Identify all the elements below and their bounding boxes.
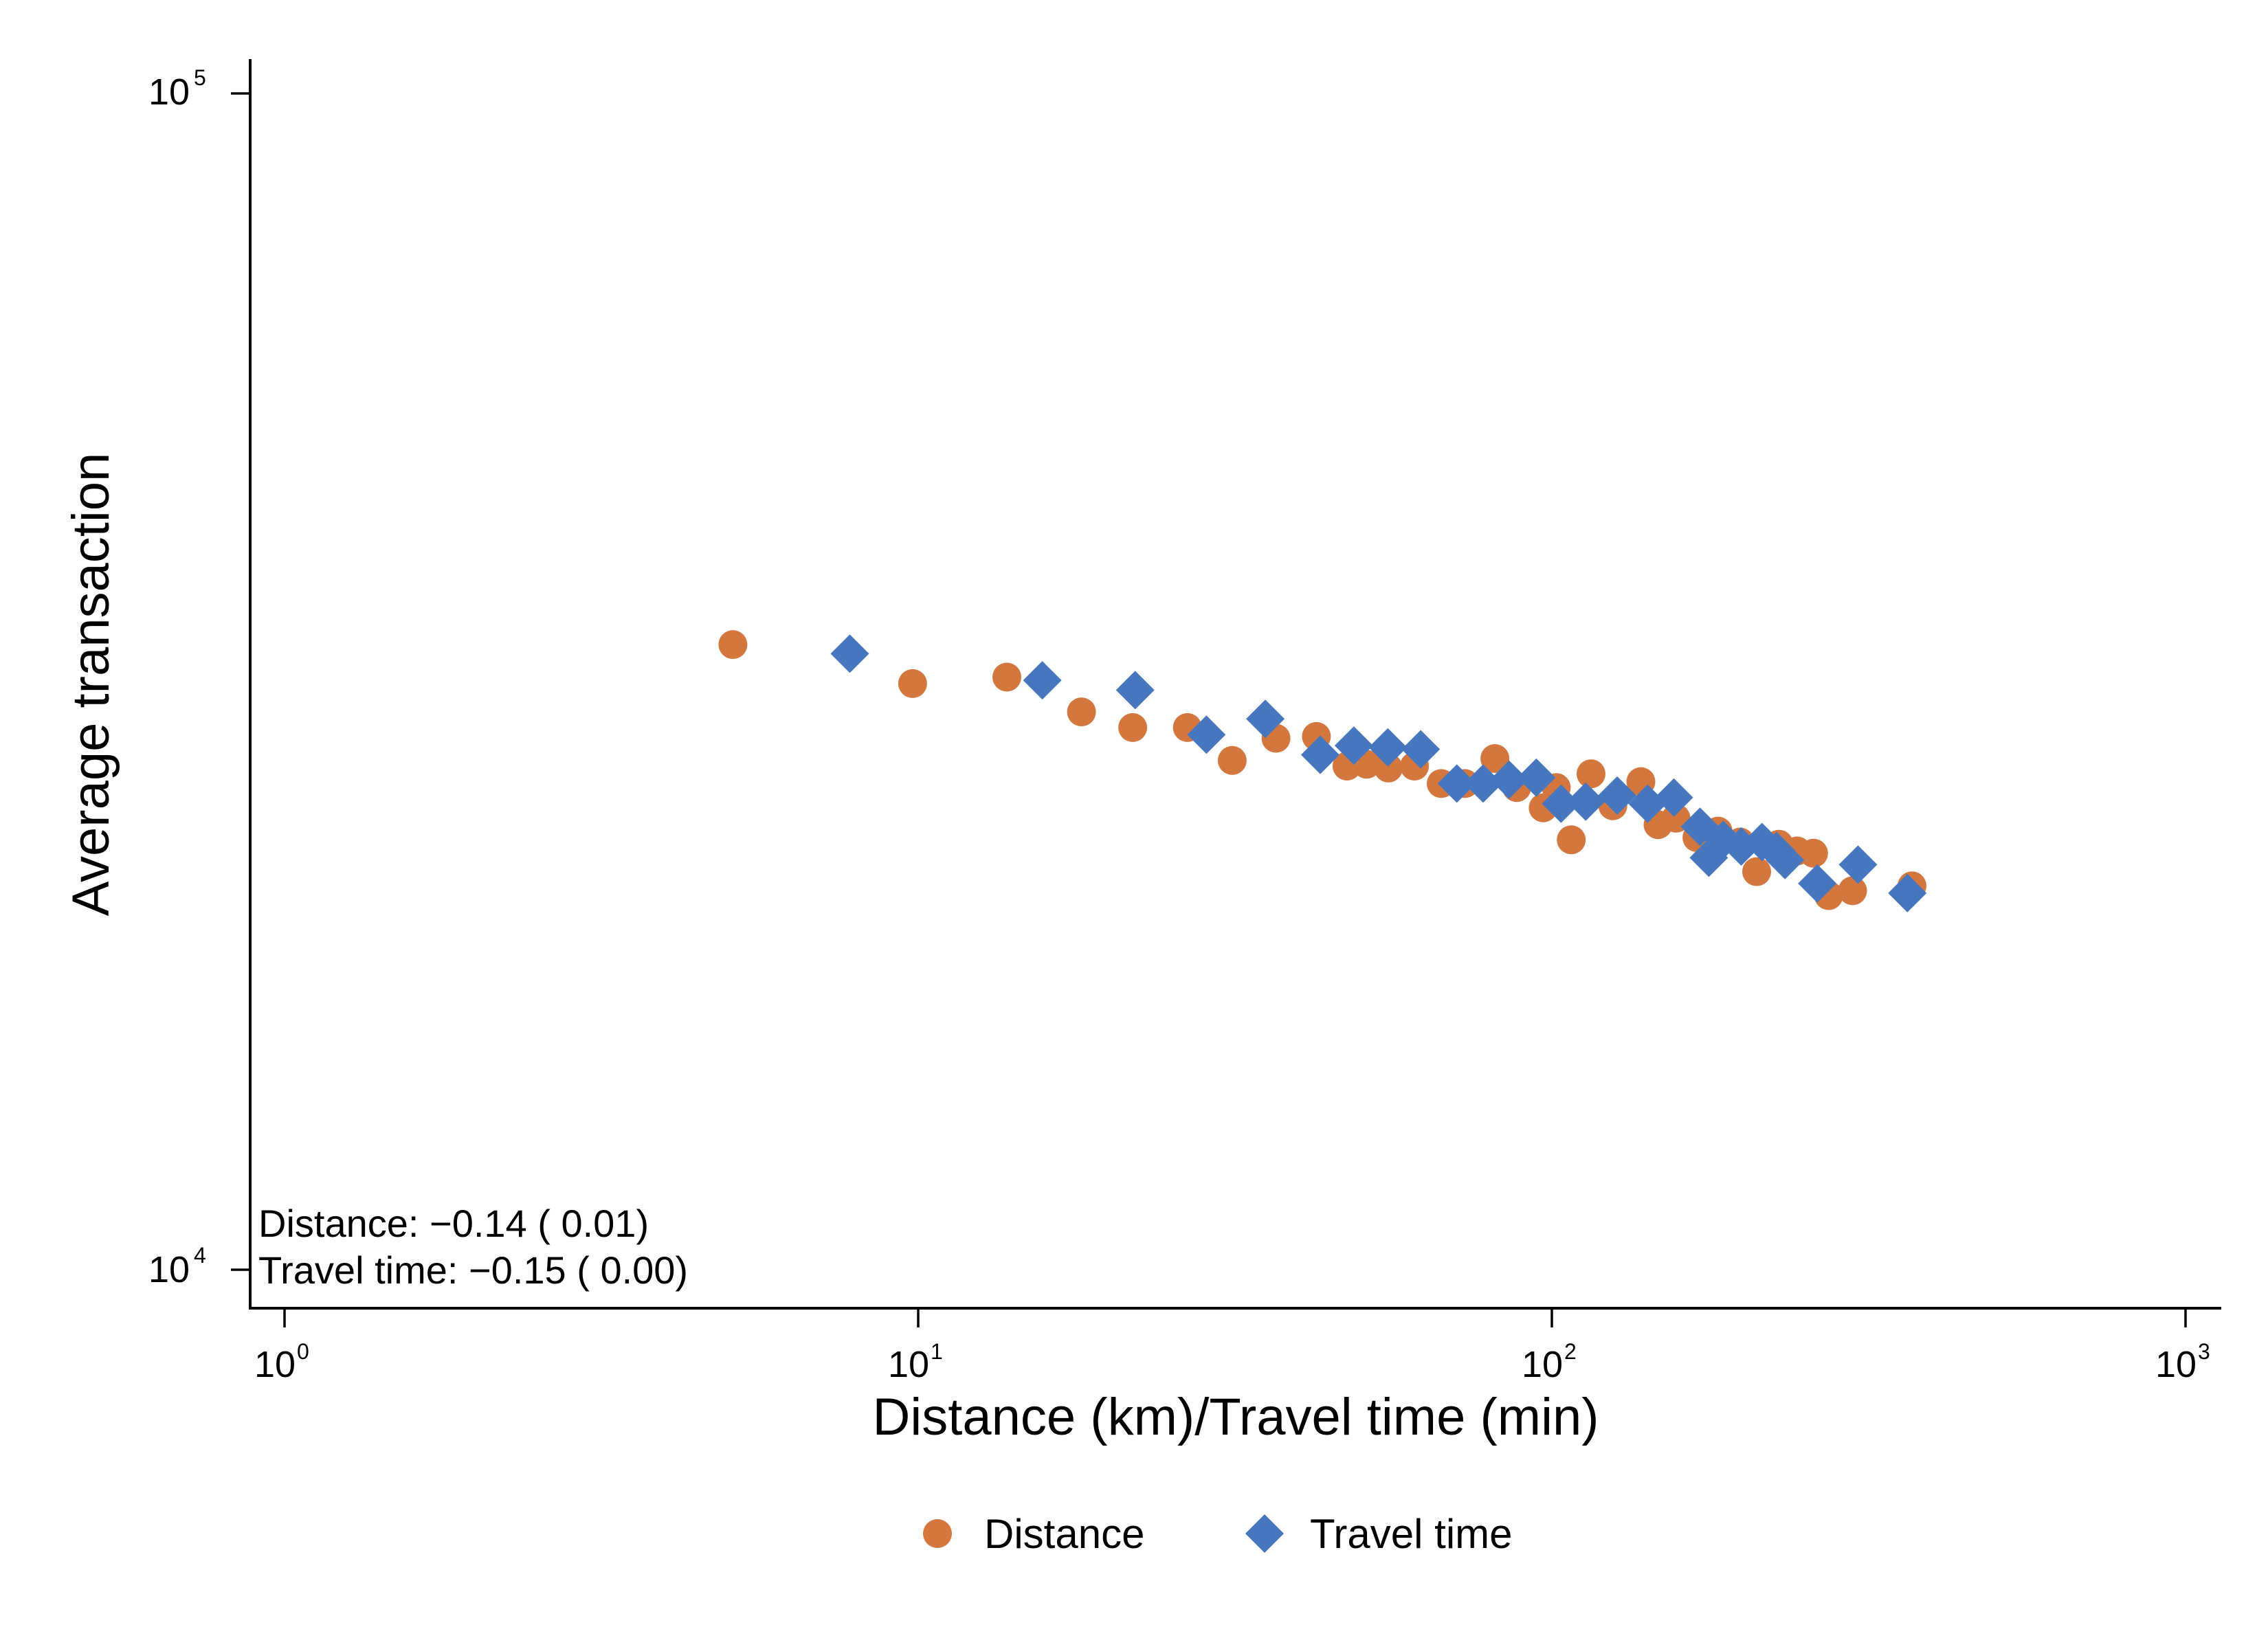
travel-time-point [1838,845,1878,884]
distance-point [1557,825,1586,855]
svg-text:10: 10 [254,1344,296,1385]
legend-diamond-marker [1245,1514,1284,1553]
distance-point [1480,744,1510,773]
travel-time-point [1463,764,1502,803]
data-marks [718,630,1927,912]
travel-time-point [1334,726,1373,765]
svg-text:0: 0 [297,1339,309,1364]
distance-point [898,669,927,698]
travel-time-point [1246,699,1285,739]
svg-text:10: 10 [888,1344,929,1385]
travel-time-point [1517,758,1556,797]
travel-time-point [1368,728,1408,767]
x-tick-10-0: 10 0 [254,1308,309,1385]
legend-label-distance: Distance [984,1511,1144,1557]
travel-time-point [1023,661,1062,700]
y-tick-label-base: 10 [148,71,190,113]
legend: Distance Travel time [923,1511,1513,1557]
distance-point [1742,857,1771,886]
travel-time-point [1628,784,1667,823]
y-axis-title: Average transaction [62,453,120,917]
travel-time-point [1598,776,1637,815]
distance-point [1067,697,1096,727]
travel-time-point [1401,730,1441,769]
distance-point [718,630,748,660]
annotation-distance: Distance: −0.14 ( 0.01) [258,1202,649,1245]
x-axis-title: Distance (km)/Travel time (min) [872,1388,1599,1446]
travel-time-point [1566,782,1605,821]
svg-text:10: 10 [2155,1344,2197,1385]
travel-time-point [1888,873,1927,912]
travel-time-point [1766,840,1805,879]
svg-text:1: 1 [931,1339,943,1364]
x-tick-10-3: 10 3 [2155,1308,2210,1385]
svg-text:3: 3 [2198,1339,2210,1364]
travel-time-point [1437,764,1476,803]
y-tick-label-exp: 5 [194,65,206,90]
distance-point [1118,713,1148,742]
distance-point [1374,753,1403,783]
y-tick-10-5: 10 5 [148,65,250,113]
travel-time-point [1300,735,1339,774]
legend-circle-marker [923,1519,952,1548]
travel-time-point [1115,671,1155,710]
legend-label-travel-time: Travel time [1310,1511,1513,1557]
travel-time-point [830,634,869,673]
y-tick-label-base: 10 [148,1249,190,1290]
distance-point [992,662,1021,692]
distance-point [1799,838,1828,868]
y-tick-10-4: 10 4 [148,1243,250,1290]
distance-point [1577,759,1605,789]
svg-text:2: 2 [1564,1339,1577,1364]
annotation-travel-time: Travel time: −0.15 ( 0.00) [258,1248,688,1292]
travel-time-point [1798,864,1837,903]
travel-time-point [1654,778,1693,817]
svg-text:10: 10 [1522,1344,1563,1385]
travel-time-point [1542,784,1581,823]
y-tick-label-exp: 4 [194,1243,206,1268]
x-tick-10-2: 10 2 [1522,1308,1577,1385]
distance-point [1217,745,1247,775]
distance-point [1838,876,1867,906]
travel-time-point [1489,760,1528,799]
x-tick-10-1: 10 1 [888,1308,943,1385]
travel-time-point [1187,715,1226,754]
